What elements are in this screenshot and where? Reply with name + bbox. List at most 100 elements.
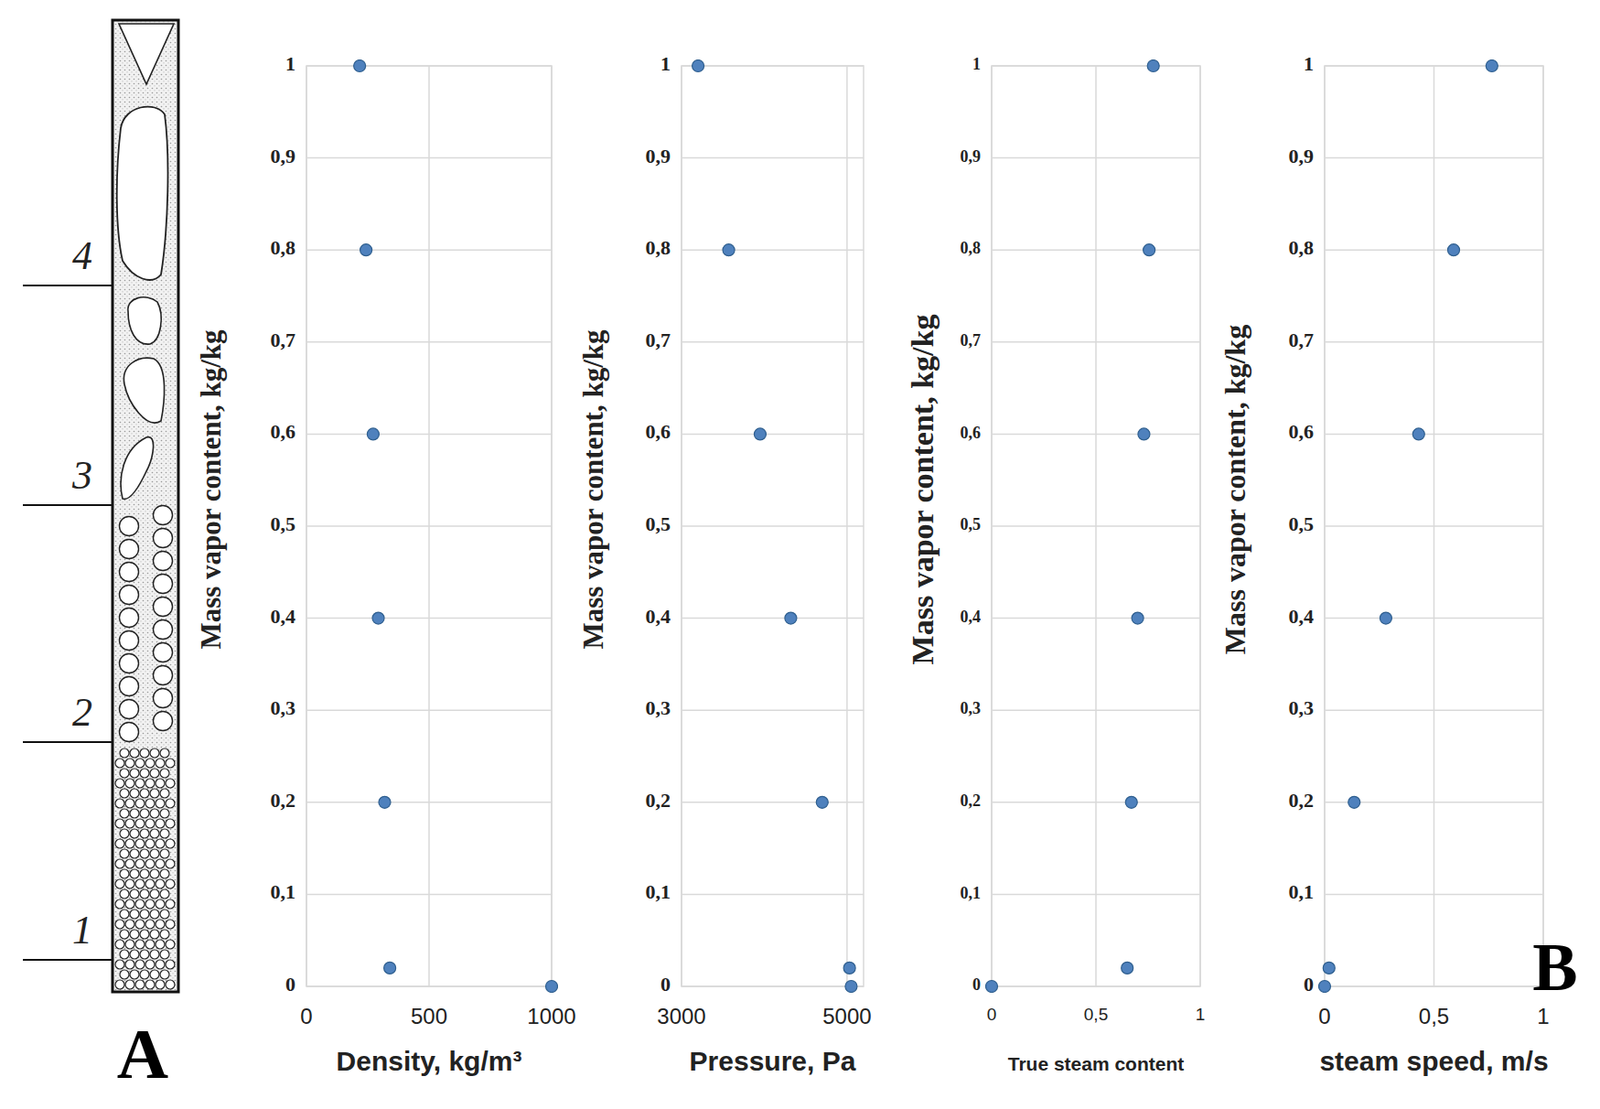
- point: [1147, 60, 1160, 73]
- point: [1322, 961, 1335, 974]
- y-tick-label: 0,8: [645, 236, 672, 259]
- y-tick-label: 1: [285, 52, 296, 76]
- plot-frame: [1324, 65, 1544, 987]
- grid-line: [681, 248, 864, 251]
- y-tick-label: 0: [660, 972, 671, 996]
- bubble: [139, 808, 150, 818]
- zone-label: 2: [72, 689, 93, 735]
- bubble: [119, 699, 140, 720]
- bubble: [139, 788, 150, 798]
- bubble: [155, 879, 165, 889]
- y-tick-label: 0,6: [645, 419, 672, 443]
- bubble: [145, 919, 155, 929]
- bubble: [139, 949, 150, 959]
- bubble: [125, 838, 135, 849]
- bubble: [115, 838, 125, 849]
- y-tick-label: 1: [660, 52, 671, 76]
- panel: [681, 65, 864, 987]
- bubble: [139, 828, 150, 838]
- y-axis-title: Mass vapor content, kg/kg: [905, 314, 940, 666]
- bubble: [155, 758, 165, 768]
- bubble: [145, 758, 155, 768]
- bubble: [155, 939, 165, 949]
- grid-line: [846, 65, 849, 987]
- bubble: [119, 909, 129, 919]
- bubble: [125, 979, 135, 989]
- bubble: [145, 979, 155, 989]
- bubble: [150, 889, 160, 899]
- top-cone: [118, 23, 174, 85]
- grid-line: [680, 65, 683, 987]
- bubble: [155, 899, 165, 909]
- bubble: [160, 808, 170, 818]
- y-tick-label: 0: [972, 975, 981, 994]
- bubble: [153, 551, 173, 571]
- point: [354, 60, 366, 73]
- bubble: [150, 909, 160, 919]
- x-tick-label: 500: [410, 1003, 448, 1029]
- y-tick-label: 0,1: [1288, 880, 1315, 903]
- bubble: [119, 889, 129, 899]
- bubble: [150, 969, 160, 979]
- flow-column: [112, 20, 179, 992]
- bubble: [150, 929, 160, 939]
- x-axis-title: True steam content: [1008, 1052, 1185, 1074]
- bubble: [165, 758, 175, 768]
- bubble: [125, 778, 135, 788]
- y-tick-label: 0: [1303, 972, 1314, 996]
- bubble: [135, 879, 145, 889]
- bubble: [115, 939, 125, 949]
- bubble: [129, 929, 140, 939]
- bubble: [119, 631, 140, 651]
- grid-line: [990, 65, 993, 987]
- x-axis-title: Density, kg/m³: [336, 1045, 523, 1076]
- x-axis-title: Pressure, Pa: [689, 1045, 857, 1076]
- bubble: [150, 748, 160, 758]
- zone-line: [22, 958, 113, 961]
- slug: [128, 297, 162, 344]
- bubble: [139, 748, 150, 758]
- point: [360, 244, 373, 257]
- bubble: [115, 959, 125, 969]
- figure: 1234A00,10,20,30,40,50,60,70,80,91050010…: [0, 0, 1600, 1109]
- bubble: [115, 979, 125, 989]
- bubble: [150, 869, 160, 879]
- grid-line: [305, 65, 308, 987]
- bubble: [160, 949, 170, 959]
- y-tick-label: 1: [1303, 52, 1314, 76]
- grid-line: [681, 525, 864, 527]
- bubble: [119, 869, 129, 879]
- grid-line: [428, 65, 430, 987]
- y-tick-label: 0,9: [645, 144, 672, 168]
- grid-line: [681, 708, 864, 711]
- y-tick-label: 0,1: [960, 883, 982, 903]
- bubble: [153, 620, 173, 640]
- marks: [354, 60, 559, 993]
- point: [1121, 961, 1134, 974]
- y-axis-title: Mass vapor content, kg/kg: [577, 329, 610, 650]
- bubble: [153, 597, 173, 617]
- grid-line: [681, 341, 864, 344]
- grid-line: [1199, 65, 1202, 987]
- y-tick-label: 0,2: [960, 791, 982, 810]
- grid-line: [1433, 65, 1436, 987]
- bubble: [119, 929, 129, 939]
- zone-line: [22, 740, 113, 743]
- bubble: [160, 909, 170, 919]
- bubble: [145, 939, 155, 949]
- bubble: [115, 758, 125, 768]
- panel: [1324, 65, 1544, 987]
- grid-line: [1542, 65, 1545, 987]
- bubble: [165, 818, 175, 828]
- bubble: [119, 949, 129, 959]
- point: [1131, 612, 1144, 624]
- bubble: [160, 889, 170, 899]
- bubble: [150, 788, 160, 798]
- panel: [991, 65, 1201, 987]
- bubble: [160, 869, 170, 879]
- bubble: [139, 969, 150, 979]
- marks: [986, 60, 1160, 993]
- y-tick-label: 0,5: [645, 512, 672, 536]
- bubble: [115, 818, 125, 828]
- x-tick-label: 1: [1195, 1004, 1206, 1024]
